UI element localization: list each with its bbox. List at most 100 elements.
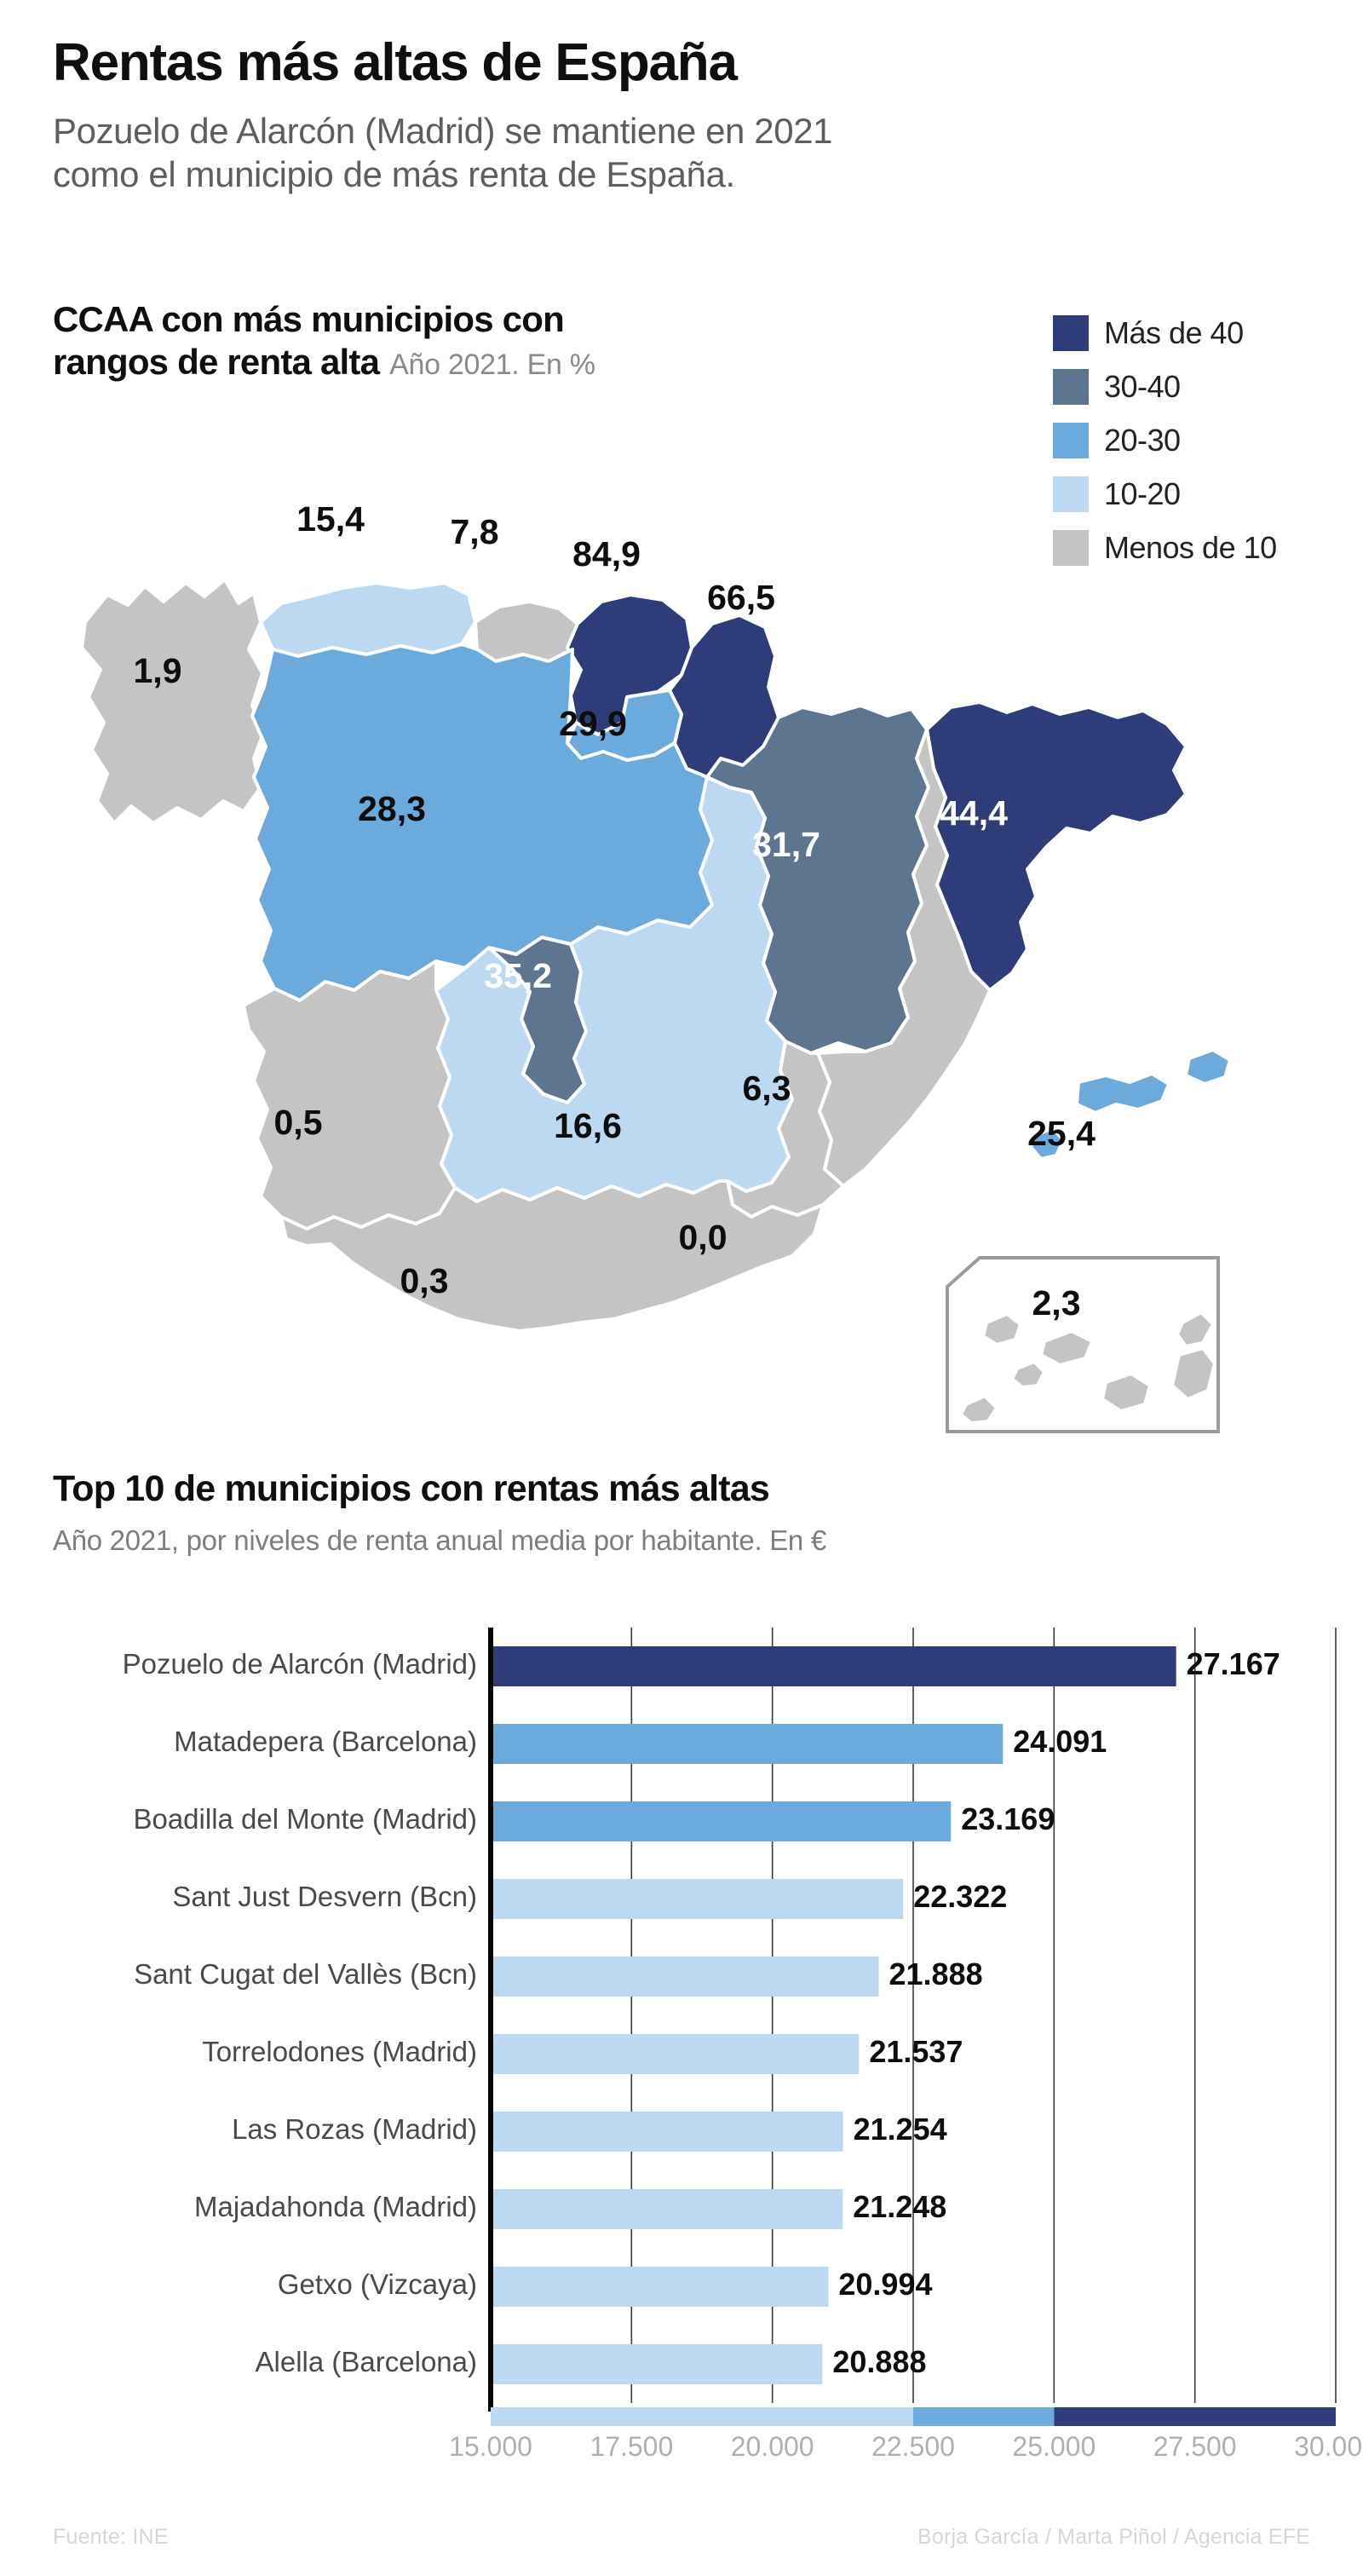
chart-bar[interactable] — [491, 2267, 829, 2307]
chart-x-tick-label: 27.500 — [1153, 2431, 1237, 2462]
map-region-cantabria[interactable] — [474, 600, 579, 663]
footer-credits: Borja García / Marta Piñol / Agencia EFE — [917, 2525, 1310, 2549]
map-region-galicia[interactable] — [80, 578, 266, 825]
map-value-label: 0,5 — [274, 1103, 323, 1142]
legend-color-swatch — [1053, 476, 1089, 512]
map-value-label: 66,5 — [707, 578, 775, 617]
map-region-islas-canarias[interactable] — [959, 1311, 1216, 1425]
chart-category-label: Torrelodones (Madrid) — [202, 2036, 477, 2067]
chart-scale-segment — [491, 2407, 913, 2426]
legend-item-label: 20-30 — [1104, 423, 1181, 458]
chart-category-label: Getxo (Vizcaya) — [278, 2268, 477, 2300]
map-value-label: 7,8 — [451, 512, 499, 551]
chart-category-label: Las Rozas (Madrid) — [232, 2113, 477, 2145]
map-heading-line2-row: rangos de renta alta Año 2021. En % — [53, 341, 990, 383]
page-title: Rentas más altas de España — [53, 33, 738, 92]
chart-value-label: 24.091 — [1013, 1724, 1107, 1759]
chart-bar[interactable] — [491, 2034, 860, 2074]
chart-value-label: 21.537 — [869, 2034, 963, 2069]
legend-item: 30-40 — [1053, 369, 1277, 405]
chart-category-label: Sant Just Desvern (Bcn) — [172, 1881, 477, 1912]
legend-color-swatch — [1053, 530, 1089, 566]
chart-x-tick-label: 15.000 — [449, 2431, 532, 2462]
top10-bar-chart: Pozuelo de Alarcón (Madrid) Matadepera (B… — [0, 1619, 1363, 2480]
canary-islands-inset-frame — [946, 1256, 1220, 1433]
legend-color-swatch — [1053, 369, 1089, 405]
chart-bar[interactable] — [491, 1956, 879, 1997]
chart-bar[interactable] — [491, 1724, 1004, 1764]
map-region-andaluc-a[interactable] — [279, 1179, 825, 1333]
map-value-label: 31,7 — [752, 825, 820, 864]
chart-category-label: Boadilla del Monte (Madrid) — [133, 1803, 477, 1835]
map-value-label: 0,0 — [679, 1218, 728, 1257]
legend-item: 10-20 — [1053, 476, 1277, 512]
map-value-label: 29,9 — [559, 704, 627, 743]
chart-category-label: Majadahonda (Madrid) — [194, 2191, 477, 2222]
page-subtitle: Pozuelo de Alarcón (Madrid) se mantiene … — [53, 109, 1297, 196]
chart-value-labels: 27.167 24.091 23.169 22.322 21.888 21.537 21.2… — [832, 1646, 1280, 2379]
map-value-label: 16,6 — [554, 1106, 622, 1145]
chart-bar[interactable] — [491, 2344, 823, 2384]
legend-color-swatch — [1053, 423, 1089, 458]
map-region-extremadura[interactable] — [242, 960, 457, 1230]
map-heading-line1: CCAA con más municipios con — [53, 299, 565, 339]
chart-category-label: Matadepera (Barcelona) — [174, 1726, 477, 1757]
legend-item: Más de 40 — [1053, 315, 1277, 351]
map-section-heading: CCAA con más municipios con rangos de re… — [53, 298, 990, 384]
map-value-label: 1,9 — [134, 651, 182, 690]
map-region-asturias[interactable] — [259, 581, 477, 658]
bar-section-heading: Top 10 de municipios con rentas más alta… — [53, 1468, 770, 1509]
chart-bar[interactable] — [491, 2189, 843, 2229]
legend-color-swatch — [1053, 315, 1089, 351]
chart-scale-strip — [491, 2407, 1336, 2426]
chart-category-labels: Pozuelo de Alarcón (Madrid) Matadepera (B… — [123, 1648, 477, 2377]
chart-scale-segment — [913, 2407, 1055, 2426]
chart-bar[interactable] — [491, 1879, 904, 1919]
chart-x-tick-label: 17.500 — [589, 2431, 673, 2462]
chart-bars — [491, 1646, 1176, 2384]
chart-value-label: 20.888 — [832, 2344, 926, 2379]
chart-value-label: 21.248 — [853, 2189, 946, 2224]
chart-bar[interactable] — [491, 1801, 952, 1841]
map-value-label: 6,3 — [743, 1069, 791, 1108]
chart-bar[interactable] — [491, 1646, 1176, 1686]
chart-category-label: Sant Cugat del Vallès (Bcn) — [134, 1958, 477, 1990]
page-subtitle-line1: Pozuelo de Alarcón (Madrid) se mantiene … — [53, 111, 833, 151]
bar-section-subheading: Año 2021, por niveles de renta anual med… — [53, 1524, 826, 1556]
chart-scale-segment — [1054, 2407, 1336, 2426]
legend-item-label: 30-40 — [1104, 369, 1181, 404]
chart-x-tick-label: 30.000 — [1294, 2431, 1363, 2462]
legend-item: Menos de 10 — [1053, 530, 1277, 566]
map-value-label: 28,3 — [358, 789, 426, 828]
chart-value-label: 22.322 — [913, 1879, 1007, 1914]
map-legend: Más de 40 30-40 20-30 10-20 Menos de 10 — [1053, 315, 1277, 566]
chart-value-label: 27.167 — [1187, 1646, 1280, 1681]
chart-x-tick-labels: 15.000 17.500 20.000 22.500 25.000 27.500 30.0… — [449, 2431, 1363, 2462]
chart-bar[interactable] — [491, 2112, 843, 2152]
footer-source: Fuente: INE — [53, 2525, 169, 2549]
chart-value-label: 21.254 — [854, 2112, 947, 2147]
chart-x-tick-label: 20.000 — [731, 2431, 814, 2462]
map-value-label: 35,2 — [484, 956, 552, 995]
chart-value-label: 23.169 — [961, 1801, 1055, 1836]
chart-category-label: Pozuelo de Alarcón (Madrid) — [123, 1648, 477, 1680]
map-region-catalu-a[interactable] — [925, 700, 1188, 992]
map-value-label: 44,4 — [940, 793, 1008, 833]
legend-item-label: 10-20 — [1104, 476, 1181, 511]
map-value-label: 2,3 — [1032, 1283, 1081, 1323]
spain-choropleth-map: 1,9 15,4 7,8 84,9 66,5 29,9 28,3 31,7 44,4 35,2 16… — [26, 494, 1235, 1449]
map-heading-note: Año 2021. En % — [389, 349, 595, 382]
chart-value-label: 21.888 — [889, 1956, 983, 1991]
chart-category-label: Alella (Barcelona) — [256, 2346, 477, 2377]
chart-x-tick-label: 25.000 — [1012, 2431, 1096, 2462]
map-value-label: 15,4 — [296, 499, 365, 539]
map-region-islas-baleares[interactable] — [1029, 1048, 1232, 1161]
chart-value-label: 20.994 — [838, 2267, 932, 2302]
legend-item-label: Más de 40 — [1104, 315, 1244, 350]
page-subtitle-line2: como el municipio de más renta de España… — [53, 154, 735, 195]
map-heading-line2: rangos de renta alta — [53, 342, 380, 383]
legend-item-label: Menos de 10 — [1104, 530, 1277, 565]
map-value-label: 84,9 — [572, 534, 641, 573]
map-value-label: 25,4 — [1027, 1114, 1096, 1153]
